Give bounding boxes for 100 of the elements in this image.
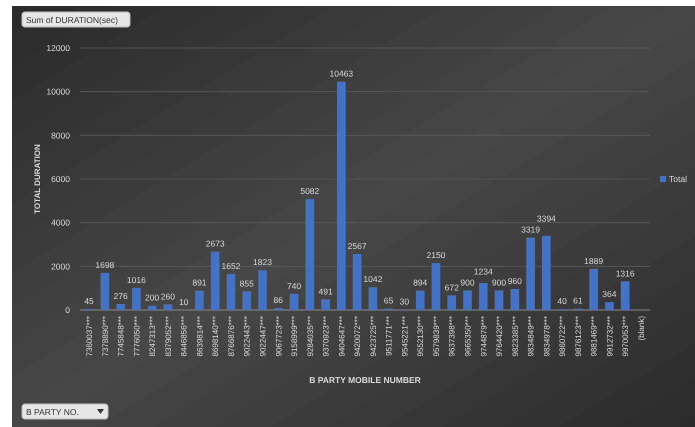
data-label: 5082 <box>300 186 320 196</box>
data-label: 10 <box>178 296 189 307</box>
x-tick-label: 8639814*** <box>195 316 204 356</box>
data-label: 3394 <box>536 214 556 224</box>
data-label: 1016 <box>126 274 146 285</box>
text: B PARTY NO. <box>26 407 79 417</box>
x-tick-label: 9552130*** <box>416 316 426 356</box>
data-label: 260 <box>160 291 176 302</box>
data-label: 1316 <box>616 268 635 278</box>
x-tick-label: 9511771*** <box>384 316 394 356</box>
y-tick-label: 8000 <box>51 130 70 140</box>
data-label: 10463 <box>330 68 354 79</box>
bar <box>368 287 378 310</box>
x-tick-label: 9764420*** <box>495 316 504 356</box>
bar <box>463 290 472 310</box>
x-tick-label: 9579839*** <box>432 316 441 356</box>
y-tick-label: 0 <box>65 305 70 315</box>
x-tick-label: 9158999*** <box>290 316 300 356</box>
x-tick-label: 9970053*** <box>621 316 630 356</box>
y-tick-label: 10000 <box>46 86 70 97</box>
text: Sum of DURATION(sec) <box>26 15 118 25</box>
bar <box>258 270 267 310</box>
data-label: 45 <box>84 296 94 306</box>
data-label: 900 <box>460 277 475 288</box>
data-label: 894 <box>413 277 428 288</box>
x-tick-label: 8446856*** <box>180 316 189 356</box>
x-tick-label: 9876123*** <box>574 316 583 356</box>
data-label: 740 <box>286 280 302 291</box>
x-tick-label: 9637398*** <box>448 316 457 356</box>
bar <box>148 306 156 310</box>
data-label: 86 <box>274 295 284 306</box>
data-label: 276 <box>114 290 128 301</box>
x-tick-label: 9423725*** <box>368 316 378 356</box>
x-tick-label: 8766876*** <box>226 316 236 356</box>
data-label: 960 <box>508 276 522 286</box>
x-tick-label: 9404647*** <box>337 316 346 356</box>
y-tick-label: 2000 <box>51 261 70 272</box>
bar <box>494 290 504 310</box>
data-label: 2673 <box>206 238 225 249</box>
x-tick-label: 9420072*** <box>353 316 362 356</box>
y-axis-title: TOTAL DURATION <box>33 144 42 214</box>
bar <box>478 283 488 310</box>
bar <box>164 304 172 310</box>
bar <box>352 254 362 310</box>
x-tick-label: 9022447*** <box>258 316 268 356</box>
data-label: 1652 <box>222 260 241 271</box>
data-label: 1042 <box>363 274 383 284</box>
bar <box>526 238 535 310</box>
data-label: 3319 <box>521 224 540 235</box>
x-tick-label: 9860722*** <box>558 316 568 356</box>
x-tick-label: 8247313*** <box>148 316 158 356</box>
x-tick-label: 9370923*** <box>322 316 331 356</box>
x-tick-label: 9834849*** <box>526 316 536 356</box>
data-label: 1234 <box>474 266 493 276</box>
bar <box>290 294 298 310</box>
x-tick-label: 7745848*** <box>116 316 126 356</box>
bar <box>210 252 220 310</box>
y-tick-label: 12000 <box>46 43 70 53</box>
y-tick-label: 6000 <box>51 174 70 184</box>
x-tick-label: 9067723*** <box>274 316 284 356</box>
x-axis-title: B PARTY MOBILE NUMBER <box>309 375 421 385</box>
bar <box>100 272 110 310</box>
data-label: 855 <box>240 278 254 288</box>
data-label: 891 <box>192 278 207 288</box>
x-tick-label: 9881469*** <box>590 316 599 356</box>
bar <box>605 302 614 310</box>
x-tick-label: 9823385*** <box>510 316 520 356</box>
data-label: 672 <box>444 282 460 292</box>
bar <box>416 290 425 310</box>
data-label: 200 <box>145 292 160 303</box>
data-label: 900 <box>492 277 506 288</box>
bar <box>242 291 252 310</box>
data-label: 491 <box>318 286 333 296</box>
legend-label: Total <box>669 174 688 184</box>
bar <box>321 299 330 310</box>
x-tick-label: 7378890*** <box>100 316 110 356</box>
data-label: 40 <box>557 296 568 306</box>
bar <box>620 281 630 310</box>
x-tick-label: 9834978*** <box>542 316 552 356</box>
data-label: 1698 <box>95 260 115 270</box>
data-label: 1889 <box>584 256 604 266</box>
data-label: 2150 <box>426 250 446 260</box>
x-tick-label: (blank) <box>636 316 646 340</box>
x-tick-label: 9284035*** <box>306 316 315 356</box>
data-label: 30 <box>400 296 410 306</box>
x-tick-label: 9912732*** <box>605 316 614 356</box>
y-tick-label: 4000 <box>51 218 70 228</box>
data-label: 2567 <box>348 240 367 251</box>
data-label: 364 <box>602 289 617 300</box>
bar <box>305 199 314 310</box>
bar <box>132 288 141 310</box>
bar <box>432 263 440 310</box>
bar <box>226 274 236 310</box>
bar <box>589 268 598 310</box>
bar <box>447 295 456 310</box>
data-label: 61 <box>573 296 583 306</box>
bar <box>195 290 204 310</box>
bar <box>542 236 551 310</box>
x-tick-label: 8379052*** <box>164 316 173 356</box>
data-label: 1823 <box>253 257 272 268</box>
